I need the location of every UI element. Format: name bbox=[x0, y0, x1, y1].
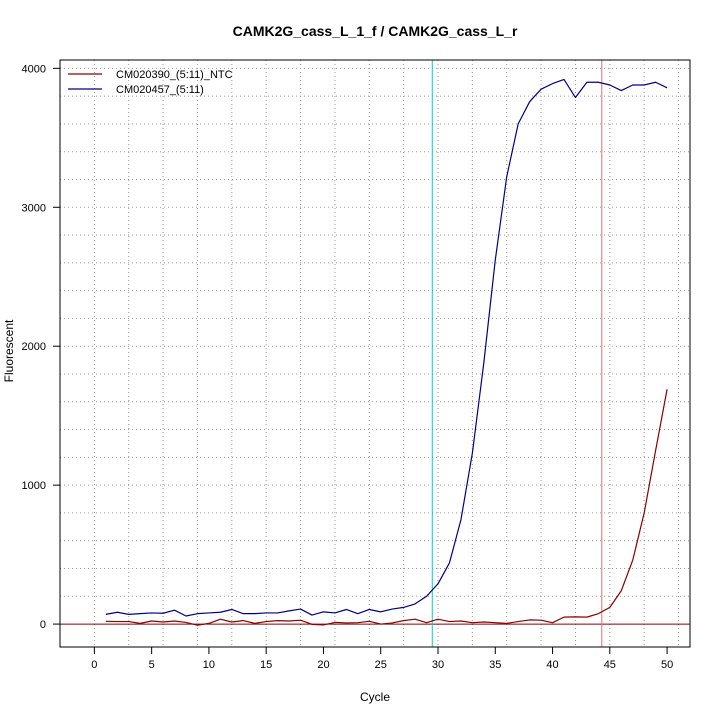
x-tick-label: 20 bbox=[317, 659, 329, 671]
series-line-2 bbox=[105, 78, 668, 617]
x-tick-label: 30 bbox=[432, 659, 444, 671]
x-tick-label: 15 bbox=[260, 659, 272, 671]
chart-title: CAMK2G_cass_L_1_f / CAMK2G_cass_L_r bbox=[233, 23, 518, 39]
x-tick-label: 50 bbox=[661, 659, 673, 671]
x-tick-label: 5 bbox=[149, 659, 155, 671]
y-tick-label: 4000 bbox=[22, 63, 46, 75]
x-tick-label: 10 bbox=[203, 659, 215, 671]
grid bbox=[59, 60, 690, 647]
y-axis-label: Fluorescent bbox=[2, 319, 16, 382]
legend: CM020390_(5:11)_NTC CM020457_(5:11) bbox=[68, 69, 233, 96]
x-tick-label: 40 bbox=[546, 659, 558, 671]
y-tick-label: 0 bbox=[40, 619, 46, 631]
reference-lines bbox=[60, 60, 690, 647]
legend-label-1: CM020390_(5:11)_NTC bbox=[116, 69, 233, 81]
y-tick-label: 2000 bbox=[22, 341, 46, 353]
y-tick-label: 1000 bbox=[22, 480, 46, 492]
y-tick-label: 3000 bbox=[22, 202, 46, 214]
x-axis: 0 5 10 15 20 25 30 35 40 45 50 bbox=[91, 646, 673, 671]
x-axis-label: Cycle bbox=[360, 690, 390, 704]
x-tick-label: 0 bbox=[91, 659, 97, 671]
legend-label-2: CM020457_(5:11) bbox=[116, 84, 204, 96]
y-axis: 0 1000 2000 3000 4000 bbox=[22, 63, 61, 631]
series-line-1 bbox=[105, 389, 668, 626]
x-tick-label: 25 bbox=[375, 659, 387, 671]
x-tick-label: 35 bbox=[489, 659, 501, 671]
series-layer bbox=[105, 78, 668, 626]
x-tick-label: 45 bbox=[604, 659, 616, 671]
